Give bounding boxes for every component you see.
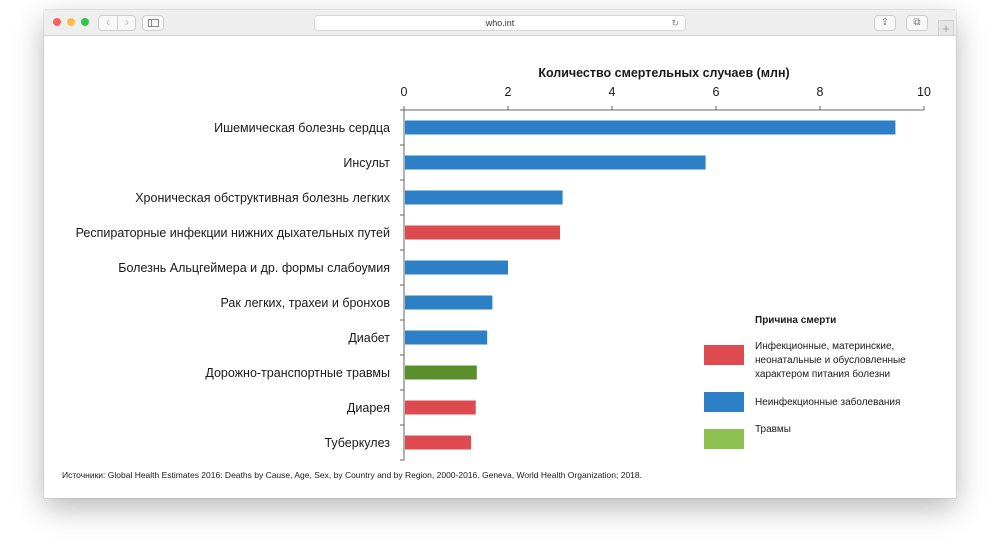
legend-item-label: Инфекционные, материнские, xyxy=(755,340,894,352)
x-axis-title: Количество смертельных случаев (млн) xyxy=(538,66,789,80)
minimize-window-button[interactable] xyxy=(67,18,75,26)
close-window-button[interactable] xyxy=(53,18,61,26)
forward-arrow-icon[interactable]: › xyxy=(125,15,129,29)
address-bar[interactable]: who.int ↻ xyxy=(314,15,686,31)
sidebar-toggle-icon[interactable] xyxy=(142,15,164,31)
reload-icon[interactable]: ↻ xyxy=(671,18,679,28)
bar xyxy=(405,295,493,310)
legend-swatch xyxy=(704,345,744,365)
bar xyxy=(405,260,508,275)
category-label: Болезнь Альцгеймера и др. формы слабоуми… xyxy=(118,261,390,275)
navigation-buttons: ‹ › xyxy=(98,15,136,31)
bar xyxy=(405,155,706,170)
x-axis-ticks: 0 2 4 6 8 10 xyxy=(400,85,931,461)
bar xyxy=(405,330,488,345)
category-label: Диабет xyxy=(348,331,390,345)
x-tick-label: 4 xyxy=(609,85,616,99)
legend-item-label: характером питания болезни xyxy=(755,368,890,380)
category-label: Туберкулез xyxy=(324,436,390,450)
zoom-window-button[interactable] xyxy=(81,18,89,26)
tab-overview-icon[interactable]: ⧉ xyxy=(906,15,928,31)
bar xyxy=(405,365,477,380)
browser-toolbar: ‹ › who.int ↻ ⇪ ⧉ xyxy=(44,10,956,36)
legend-item-label: Травмы xyxy=(755,424,791,435)
legend-item-label: Неинфекционные заболевания xyxy=(755,396,900,408)
x-tick-label: 10 xyxy=(917,85,931,99)
category-label: Рак легких, трахеи и бронхов xyxy=(220,296,390,310)
source-note: Источники: Global Health Estimates 2016:… xyxy=(62,470,642,480)
legend-item-label: неонатальные и обусловленные xyxy=(755,354,906,366)
x-tick-label: 8 xyxy=(817,85,824,99)
bar xyxy=(405,190,563,205)
x-tick-label: 0 xyxy=(401,85,408,99)
legend-title: Причина смерти xyxy=(755,315,836,326)
back-arrow-icon[interactable]: ‹ xyxy=(99,16,118,30)
legend: Причина смерти Инфекционные, материнские… xyxy=(704,315,906,449)
category-label: Ишемическая болезнь сердца xyxy=(214,121,390,135)
bars: Ишемическая болезнь сердца Инсульт Хрониче… xyxy=(76,120,896,450)
address-bar-url: who.int xyxy=(485,18,515,28)
x-tick-label: 6 xyxy=(713,85,720,99)
bar xyxy=(405,120,896,135)
bar xyxy=(405,400,476,415)
category-label: Хроническая обструктивная болезнь легких xyxy=(135,191,391,205)
bar xyxy=(405,225,560,240)
category-label: Инсульт xyxy=(343,156,390,170)
category-label: Дорожно-транспортные травмы xyxy=(205,366,390,380)
bar xyxy=(405,435,472,450)
category-label: Диарея xyxy=(347,401,390,415)
x-tick-label: 2 xyxy=(505,85,512,99)
browser-window: ‹ › who.int ↻ ⇪ ⧉ xyxy=(44,10,956,498)
category-label: Респираторные инфекции нижних дыхательны… xyxy=(76,226,390,240)
legend-swatch xyxy=(704,429,744,449)
new-tab-button[interactable]: + xyxy=(938,20,954,36)
share-icon[interactable]: ⇪ xyxy=(874,15,896,31)
legend-swatch xyxy=(704,392,744,412)
